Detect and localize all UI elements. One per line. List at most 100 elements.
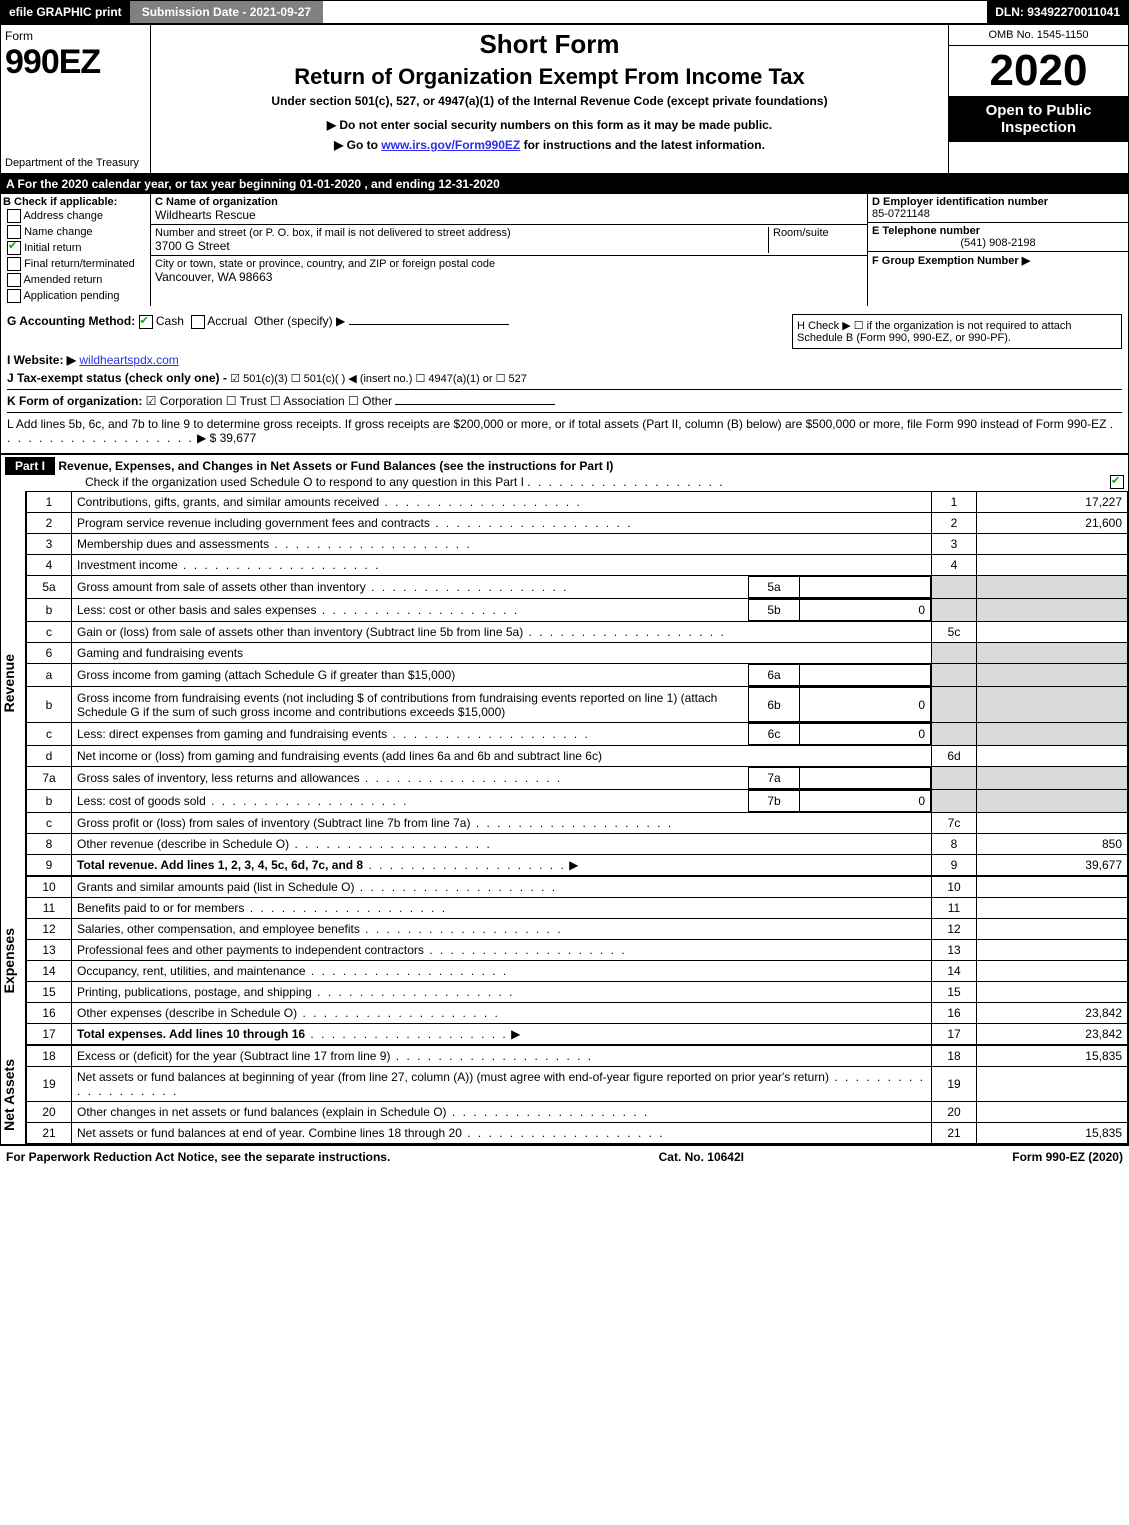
- line-2-num: 2: [27, 513, 72, 534]
- line-8-num: 8: [27, 834, 72, 855]
- cb-address-change[interactable]: [7, 209, 21, 223]
- line-20-num: 20: [27, 1102, 72, 1123]
- period-bar: A For the 2020 calendar year, or tax yea…: [0, 174, 1129, 194]
- line-6-num: 6: [27, 643, 72, 664]
- line-17-num: 17: [27, 1024, 72, 1045]
- line-4-amt: [977, 555, 1128, 576]
- go-to-prefix: ▶ Go to: [334, 138, 381, 152]
- website-link[interactable]: wildheartspdx.com: [79, 353, 178, 367]
- line-10-num: 10: [27, 877, 72, 898]
- line-19-num: 19: [27, 1067, 72, 1102]
- dln: DLN: 93492270011041: [987, 1, 1128, 23]
- j-label: J Tax-exempt status (check only one) -: [7, 371, 230, 385]
- line-18-box: 18: [932, 1046, 977, 1067]
- line-7c-box: 7c: [932, 813, 977, 834]
- line-9-text: Total revenue. Add lines 1, 2, 3, 4, 5c,…: [77, 858, 363, 872]
- line-6b-num: b: [27, 687, 72, 723]
- form-word: Form: [5, 29, 146, 43]
- c-label: C Name of organization: [155, 196, 863, 208]
- l-text: L Add lines 5b, 6c, and 7b to line 9 to …: [7, 417, 1106, 431]
- g-other-label: Other (specify) ▶: [254, 314, 345, 328]
- line-5b-mini: 5b: [749, 600, 800, 621]
- expenses-side-label: Expenses: [1, 928, 25, 993]
- line-9-num: 9: [27, 855, 72, 876]
- line-6c-mini: 6c: [749, 724, 800, 745]
- line-5a-num: 5a: [27, 576, 72, 599]
- line-20-amt: [977, 1102, 1128, 1123]
- line-10-box: 10: [932, 877, 977, 898]
- g-cash-check[interactable]: [139, 315, 153, 329]
- line-1-amt: 17,227: [977, 492, 1128, 513]
- line-6b-mini: 6b: [749, 688, 800, 722]
- line-10-amt: [977, 877, 1128, 898]
- under-section: Under section 501(c), 527, or 4947(a)(1)…: [159, 94, 940, 108]
- line-1-num: 1: [27, 492, 72, 513]
- irs-link[interactable]: www.irs.gov/Form990EZ: [381, 138, 520, 152]
- line-4-num: 4: [27, 555, 72, 576]
- cb-final-return-label: Final return/terminated: [24, 258, 135, 270]
- g-cash-label: Cash: [156, 314, 184, 328]
- line-18-num: 18: [27, 1046, 72, 1067]
- line-11-text: Benefits paid to or for members: [77, 901, 244, 915]
- e-label: E Telephone number: [872, 225, 1124, 237]
- cb-amended-return[interactable]: [7, 273, 21, 287]
- line-21-text: Net assets or fund balances at end of ye…: [77, 1126, 462, 1140]
- dept-label: Department of the Treasury: [5, 157, 146, 169]
- line-21-amt: 15,835: [977, 1123, 1128, 1144]
- line-13-amt: [977, 940, 1128, 961]
- cb-initial-return[interactable]: [7, 241, 21, 255]
- city-label: City or town, state or province, country…: [155, 258, 863, 270]
- cb-name-change[interactable]: [7, 225, 21, 239]
- line-4-box: 4: [932, 555, 977, 576]
- line-7b-minival: 0: [800, 791, 931, 812]
- go-to-suffix: for instructions and the latest informat…: [524, 138, 765, 152]
- line-5b-text: Less: cost or other basis and sales expe…: [77, 603, 316, 617]
- addr-label: Number and street (or P. O. box, if mail…: [155, 227, 768, 239]
- g-accrual-label: Accrual: [207, 314, 247, 328]
- form-header: Form 990EZ Department of the Treasury Sh…: [0, 24, 1129, 174]
- cb-final-return[interactable]: [7, 257, 21, 271]
- line-1-box: 1: [932, 492, 977, 513]
- line-16-box: 16: [932, 1003, 977, 1024]
- line-14-box: 14: [932, 961, 977, 982]
- line-5a-mini: 5a: [749, 577, 800, 598]
- line-21-box: 21: [932, 1123, 977, 1144]
- l-amount: ▶ $ 39,677: [197, 431, 256, 445]
- line-16-num: 16: [27, 1003, 72, 1024]
- efile-label[interactable]: efile GRAPHIC print: [1, 1, 130, 23]
- revenue-side-label: Revenue: [1, 654, 25, 712]
- line-3-amt: [977, 534, 1128, 555]
- cb-application-pending[interactable]: [7, 289, 21, 303]
- line-7c-amt: [977, 813, 1128, 834]
- org-city: Vancouver, WA 98663: [155, 270, 863, 284]
- line-6a-text: Gross income from gaming (attach Schedul…: [77, 668, 455, 682]
- room-label: Room/suite: [768, 227, 863, 253]
- org-street: 3700 G Street: [155, 239, 768, 253]
- line-16-text: Other expenses (describe in Schedule O): [77, 1006, 297, 1020]
- line-2-box: 2: [932, 513, 977, 534]
- line-12-text: Salaries, other compensation, and employ…: [77, 922, 360, 936]
- line-11-num: 11: [27, 898, 72, 919]
- part1-label: Part I: [5, 457, 55, 475]
- cb-name-change-label: Name change: [24, 226, 93, 238]
- line-6b-minival: 0: [800, 688, 931, 722]
- line-6c-text: Less: direct expenses from gaming and fu…: [77, 727, 387, 741]
- line-8-amt: 850: [977, 834, 1128, 855]
- k-label: K Form of organization:: [7, 394, 142, 408]
- line-5a-minival: [800, 577, 931, 598]
- line-6a-num: a: [27, 664, 72, 687]
- line-10-text: Grants and similar amounts paid (list in…: [77, 880, 354, 894]
- line-6a-minival: [800, 665, 931, 686]
- org-phone: (541) 908-2198: [872, 237, 1124, 249]
- i-label: I Website: ▶: [7, 353, 76, 367]
- f-label: F Group Exemption Number ▶: [872, 254, 1124, 267]
- line-18-text: Excess or (deficit) for the year (Subtra…: [77, 1049, 390, 1063]
- line-12-num: 12: [27, 919, 72, 940]
- line-8-box: 8: [932, 834, 977, 855]
- g-accrual-check[interactable]: [191, 315, 205, 329]
- part1-sched-o-check[interactable]: [1110, 475, 1124, 489]
- footer-center: Cat. No. 10642I: [659, 1150, 744, 1164]
- cb-initial-return-label: Initial return: [24, 242, 81, 254]
- footer-left: For Paperwork Reduction Act Notice, see …: [6, 1150, 390, 1164]
- check-b-title: B Check if applicable:: [3, 196, 148, 208]
